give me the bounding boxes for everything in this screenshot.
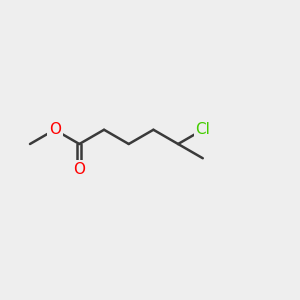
Text: O: O — [49, 122, 61, 137]
Text: O: O — [74, 162, 86, 177]
Text: Cl: Cl — [195, 122, 210, 137]
